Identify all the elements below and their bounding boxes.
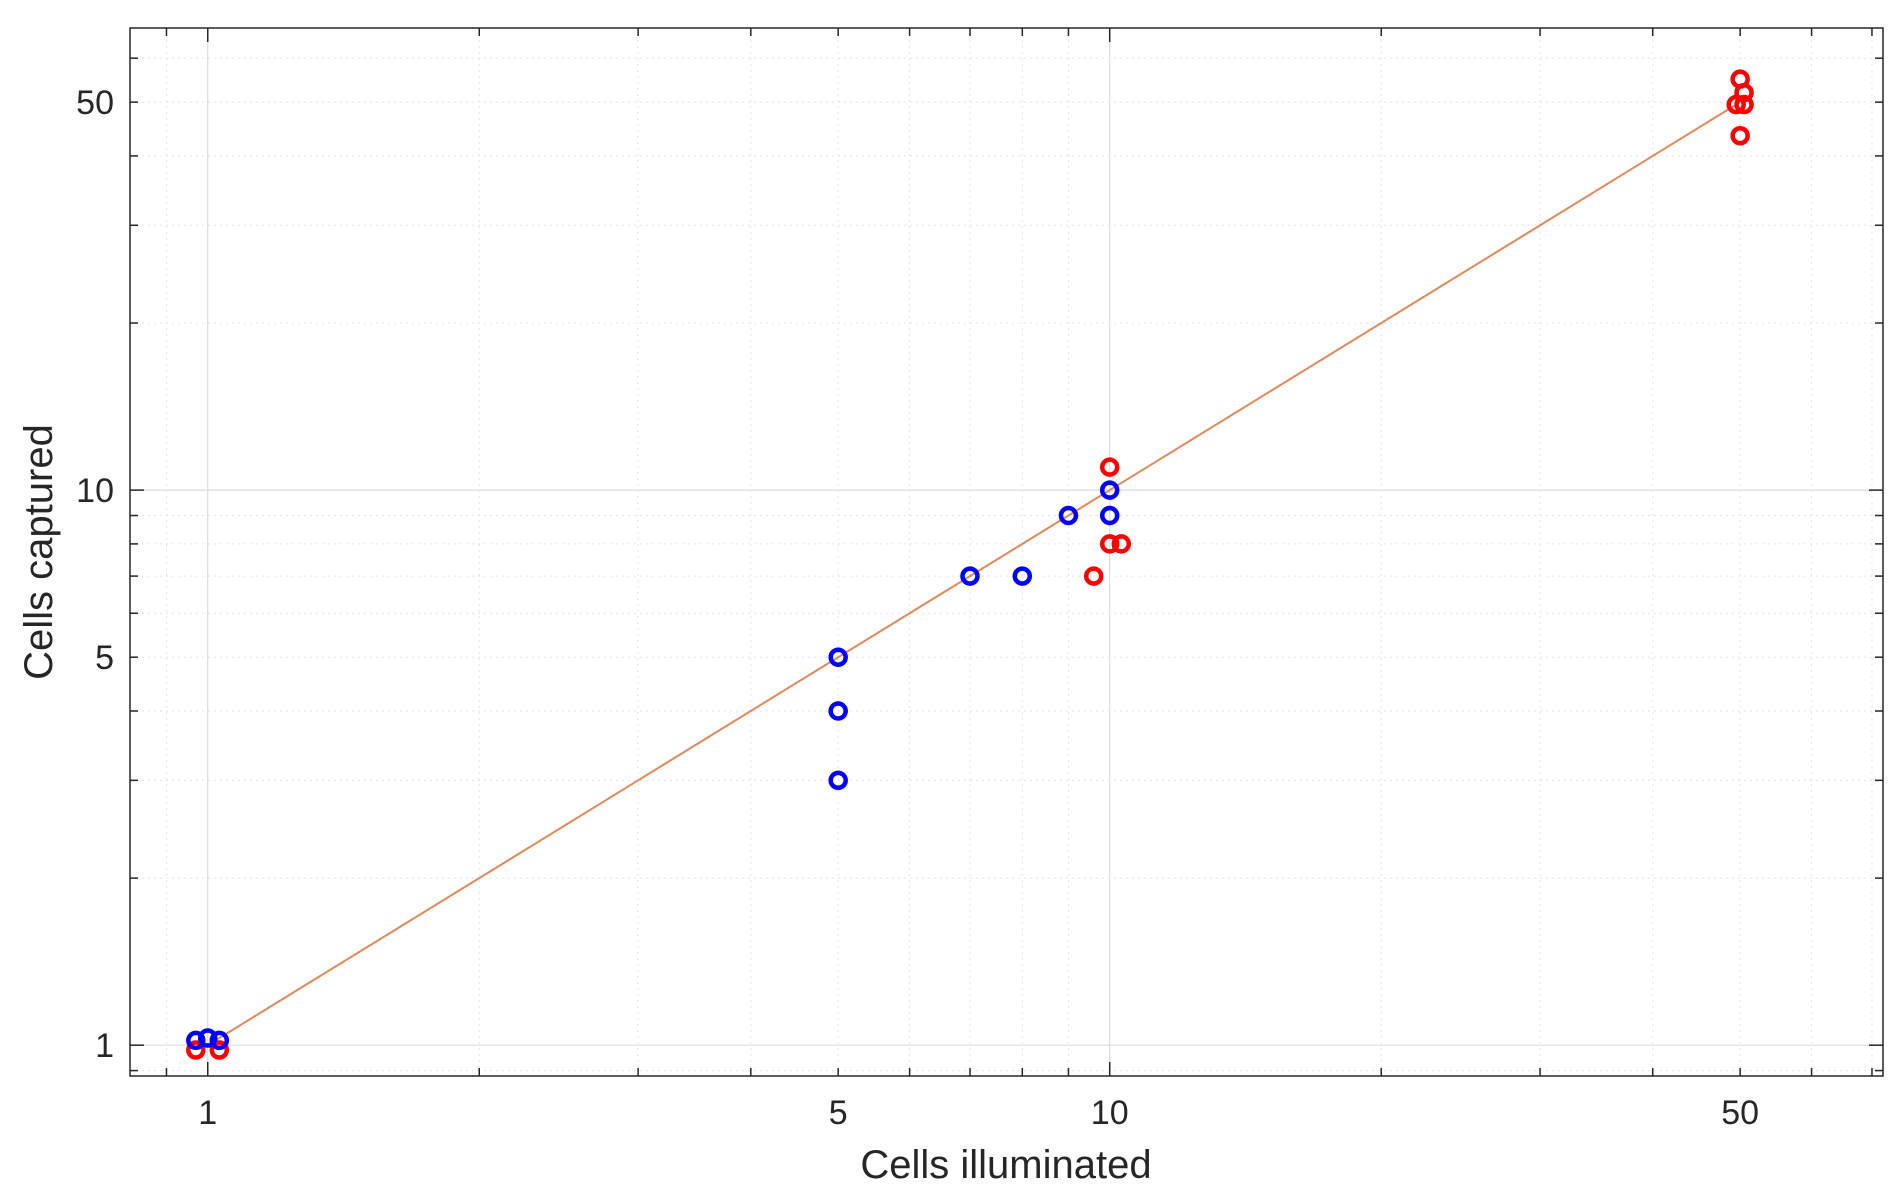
y-axis-label: Cells captured: [17, 424, 61, 680]
x-tick-label: 50: [1721, 1094, 1759, 1132]
data-point: [1099, 505, 1120, 526]
data-point: [1012, 566, 1033, 586]
data-point: [1099, 534, 1120, 554]
x-tick-label: 5: [829, 1094, 848, 1132]
y-tick-label: 1: [95, 1027, 114, 1065]
fit-line: [207, 101, 1741, 1047]
data-point: [1083, 566, 1104, 586]
data-point: [209, 1040, 230, 1060]
grid: [130, 28, 1883, 1076]
data-point: [1058, 505, 1079, 526]
series-1: [186, 69, 1754, 1060]
data-point: [1734, 94, 1754, 115]
data-point: [209, 1030, 230, 1051]
plot-frame: [129, 27, 1884, 1077]
data-point: [828, 770, 848, 791]
x-tick-label: 1: [198, 1094, 217, 1132]
data-point: [960, 566, 980, 586]
y-tick-label: 50: [76, 84, 114, 122]
series-2: [186, 480, 1120, 1051]
data-point: [1730, 125, 1750, 146]
fit-line-group: [207, 101, 1741, 1047]
data-point: [1099, 480, 1120, 500]
x-axis-label: Cells illuminated: [860, 1143, 1151, 1187]
data-point: [828, 701, 848, 721]
plot-background: [130, 28, 1883, 1076]
data-point: [1734, 82, 1754, 103]
data-point: [1099, 457, 1120, 477]
y-tick-label: 5: [95, 639, 114, 677]
y-tick-label: 10: [76, 472, 114, 510]
data-point: [186, 1030, 206, 1051]
x-tick-label: 10: [1091, 1094, 1129, 1132]
axis-ticks: 1 5 10 50 1 5 10 50: [76, 28, 1883, 1132]
data-points: [186, 69, 1754, 1060]
data-point: [186, 1040, 206, 1060]
data-point: [828, 647, 848, 667]
data-point: [1111, 534, 1132, 554]
data-point: [197, 1028, 218, 1048]
